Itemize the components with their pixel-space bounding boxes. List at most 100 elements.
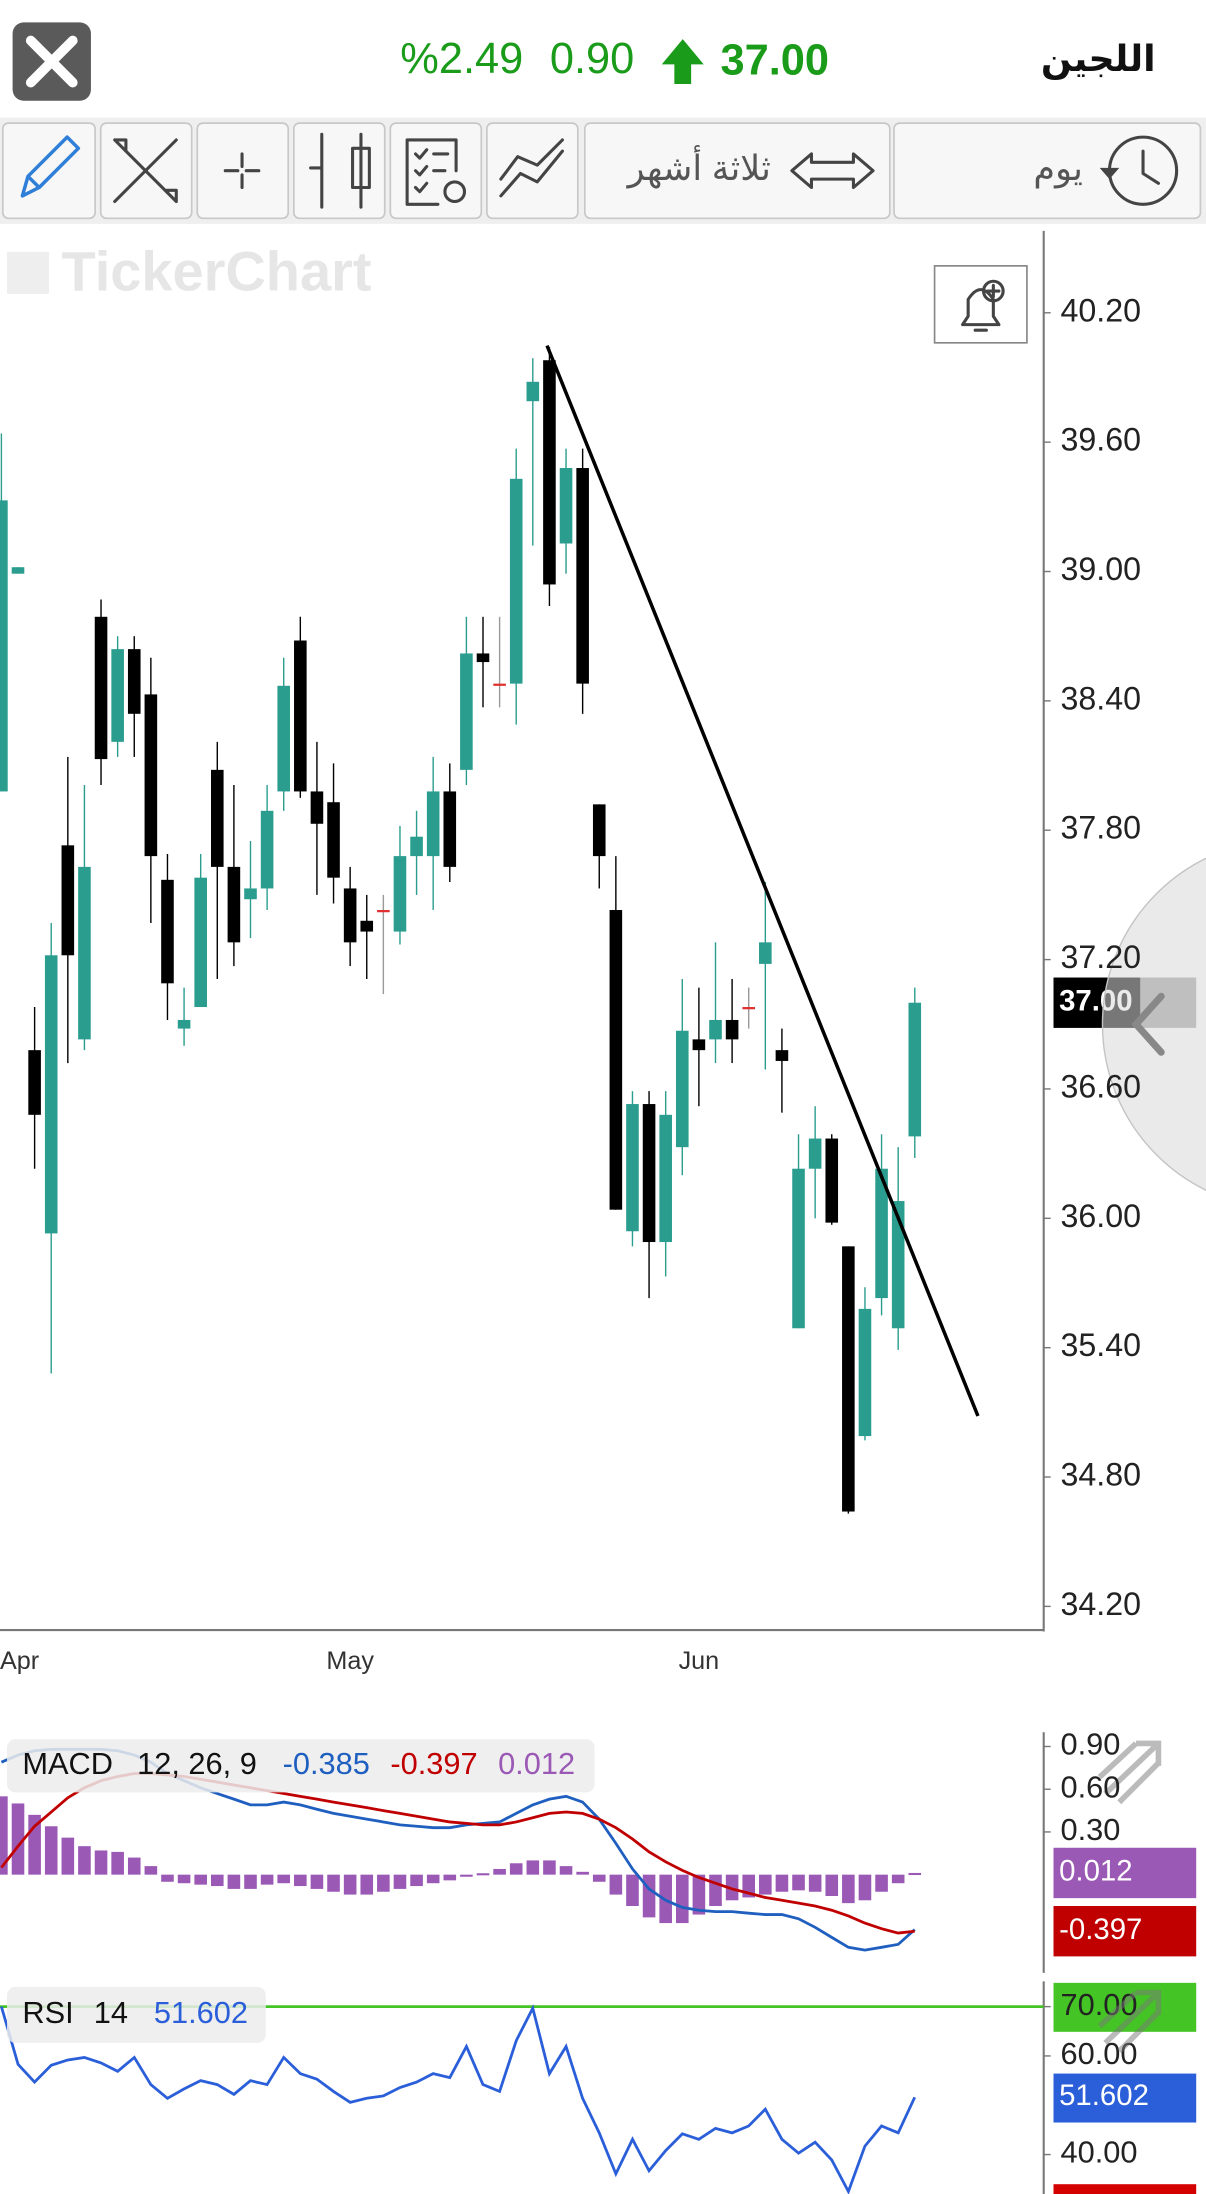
candle-body <box>244 888 257 900</box>
up-arrow <box>661 39 704 84</box>
histogram-bar <box>559 1866 573 1875</box>
histogram-bar <box>592 1874 606 1882</box>
y-tick-label: 39.00 <box>1060 551 1141 587</box>
histogram-bar <box>161 1874 174 1882</box>
interval-button[interactable] <box>893 122 1202 220</box>
x-tick-label: May <box>326 1647 374 1675</box>
y-tick-label: 40.20 <box>1060 292 1141 328</box>
histogram-legend-value: 0.012 <box>498 1746 575 1781</box>
side-panel-handle[interactable] <box>1101 840 1206 1209</box>
watermark: TickerChart <box>62 239 372 302</box>
candle-body <box>294 640 307 792</box>
header-bg <box>0 0 1206 118</box>
candle-body <box>177 1019 191 1029</box>
rsi-tag-label: 51.602 <box>1059 2079 1149 2112</box>
candle-body <box>260 810 274 889</box>
candle-body <box>61 845 75 956</box>
candle-body <box>94 616 108 760</box>
candle-body <box>891 1201 905 1329</box>
signal-tag <box>1053 1906 1197 1957</box>
histogram-bar <box>426 1874 440 1884</box>
histogram-bar <box>327 1874 340 1892</box>
candle-body <box>410 836 423 857</box>
histogram-bar <box>808 1874 822 1892</box>
candle-body <box>28 1050 41 1115</box>
y-tick-label: 39.60 <box>1060 422 1141 458</box>
histogram-bar <box>0 1796 8 1875</box>
indicators-button[interactable] <box>389 122 483 220</box>
histogram-bar <box>526 1860 540 1875</box>
histogram-bar <box>509 1863 523 1875</box>
candle-body <box>576 468 589 684</box>
crosshair-button[interactable] <box>196 122 290 220</box>
candle-body <box>144 694 158 857</box>
histogram-bar <box>493 1868 506 1875</box>
price: 37.00 <box>721 36 830 84</box>
alert-button[interactable] <box>933 265 1028 344</box>
candle-body <box>725 1019 739 1040</box>
candle-body <box>692 1039 706 1051</box>
candle-body <box>509 478 523 684</box>
toolbar: ثلاثة أشهر يوم <box>0 117 1206 224</box>
candle-body <box>592 804 606 857</box>
histogram-bar <box>111 1851 124 1875</box>
y-tick-label: 34.20 <box>1060 1586 1141 1622</box>
histogram-bar <box>260 1874 274 1885</box>
candle-body <box>908 1002 922 1137</box>
candle-body <box>227 866 241 943</box>
histogram-bar <box>210 1874 224 1887</box>
candle-body <box>460 653 473 770</box>
histogram-bar <box>61 1837 75 1875</box>
macd-title: MACD <box>22 1746 113 1781</box>
trend-line <box>545 344 980 1417</box>
candle-body <box>0 500 8 792</box>
period-button[interactable] <box>583 122 891 220</box>
histogram-bar <box>576 1871 589 1875</box>
candle-body <box>759 942 772 964</box>
y-tick-label: 40.00 <box>1060 2135 1137 2170</box>
candle-body <box>127 649 141 714</box>
candle-body <box>327 802 340 878</box>
x-tick-label: Apr <box>0 1647 39 1675</box>
tools-button[interactable] <box>99 122 193 220</box>
candle-body <box>526 381 540 402</box>
histogram-bar <box>94 1850 108 1875</box>
macd-expand-button[interactable] <box>1097 1740 1162 1805</box>
x-tick-label: Jun <box>679 1647 720 1675</box>
candle-body <box>543 360 556 585</box>
rsi-params: 14 <box>94 1995 128 2030</box>
rsi-line <box>0 2004 916 2194</box>
candle-body <box>642 1104 656 1243</box>
candle-body <box>709 1019 722 1040</box>
chart-type-button[interactable] <box>292 122 386 220</box>
candle-body <box>875 1168 888 1299</box>
draw-button[interactable] <box>1 122 96 220</box>
histogram-bar <box>825 1874 839 1897</box>
compare-button[interactable] <box>486 122 579 220</box>
y-tick-label: 0.30 <box>1060 1812 1120 1847</box>
histogram-bar <box>858 1874 872 1901</box>
histogram-bar <box>78 1846 91 1875</box>
histogram-bar <box>227 1874 241 1889</box>
rsi-expand-button[interactable] <box>1097 1989 1162 2054</box>
y-tick-label: 60.00 <box>1060 2036 1137 2071</box>
y-tick-label: 37.20 <box>1060 939 1141 975</box>
rsi-legend-value: 51.602 <box>154 1995 248 2030</box>
candle-body <box>210 769 224 867</box>
histogram-bar <box>842 1874 855 1904</box>
candle-body <box>675 1030 689 1148</box>
histogram-bar <box>244 1874 257 1889</box>
histogram-tag <box>1053 1847 1197 1899</box>
histogram-bar <box>792 1874 805 1891</box>
histogram-bar <box>725 1874 739 1901</box>
candle-body <box>626 1104 639 1232</box>
signal-legend-value: -0.397 <box>390 1746 477 1781</box>
candle-body <box>377 910 390 913</box>
close-button[interactable] <box>12 22 91 101</box>
y-tick-label: 37.80 <box>1060 810 1141 846</box>
histogram-bar <box>127 1857 141 1875</box>
histogram-bar <box>675 1874 689 1924</box>
candle-body <box>659 1114 672 1243</box>
histogram-bar <box>759 1874 772 1895</box>
